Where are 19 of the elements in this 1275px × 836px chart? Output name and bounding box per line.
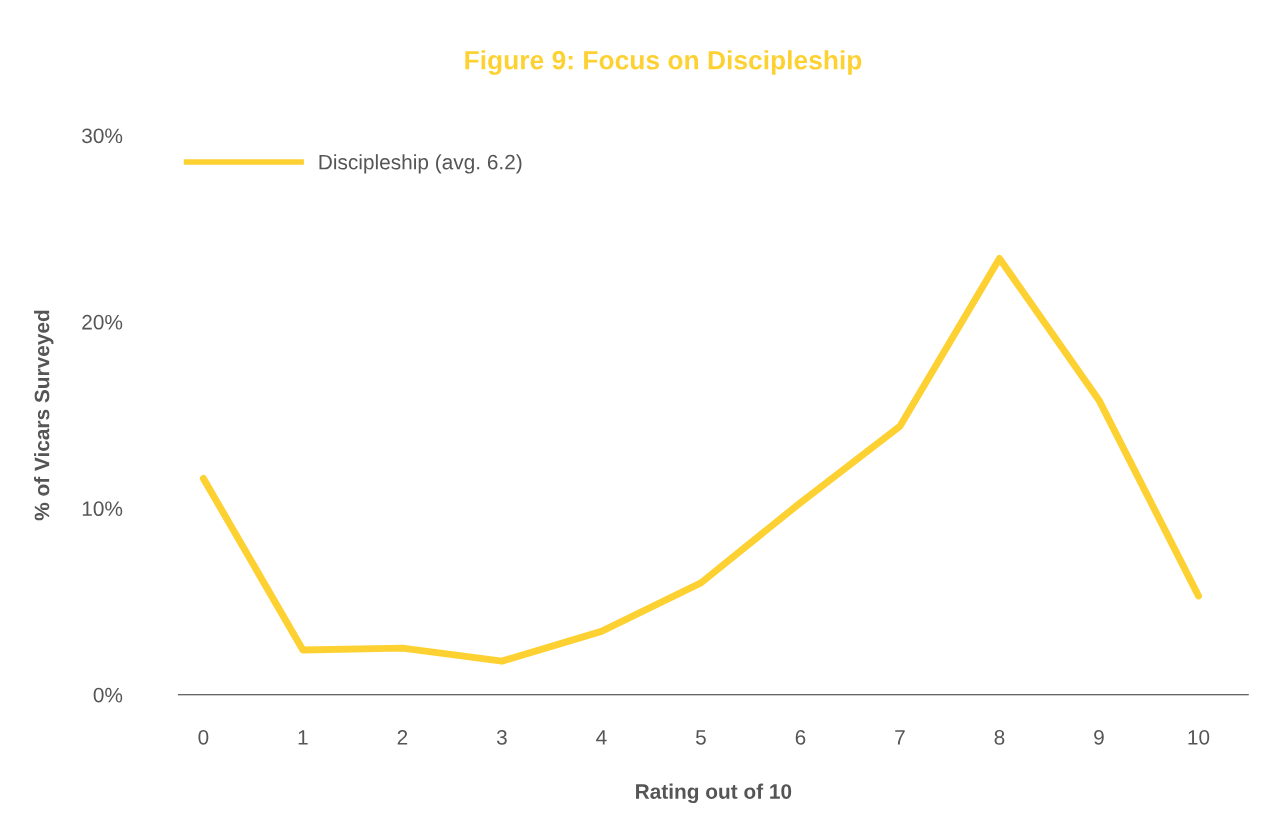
x-tick-label: 1 (298, 730, 308, 745)
text: Discipleship (avg. 6.2) (319, 154, 522, 174)
y-axis-title: % of Vicars Surveyed (34, 310, 54, 521)
y-tick-label: 0% (93, 687, 123, 703)
x-axis-title: Rating out of 10 (636, 783, 792, 804)
x-tick-label: 2 (397, 729, 408, 745)
x-tick-label: 10 (1188, 729, 1210, 745)
chart-title: Figure 9: Focus on Discipleship (465, 50, 862, 75)
x-tick-label: 5 (695, 730, 706, 745)
x-tick-label: 3 (496, 729, 507, 745)
y-tick-label: 20% (82, 314, 123, 330)
y-tick-label: 10% (82, 501, 123, 517)
x-tick-label: 7 (895, 730, 905, 745)
x-tick-label: 0 (198, 729, 209, 745)
x-tick-label: 4 (596, 730, 607, 745)
x-tick-label: 9 (1094, 729, 1104, 745)
x-tick-label: 6 (795, 729, 806, 745)
y-tick-label: 30% (82, 128, 123, 144)
x-tick-label: 8 (994, 729, 1005, 745)
